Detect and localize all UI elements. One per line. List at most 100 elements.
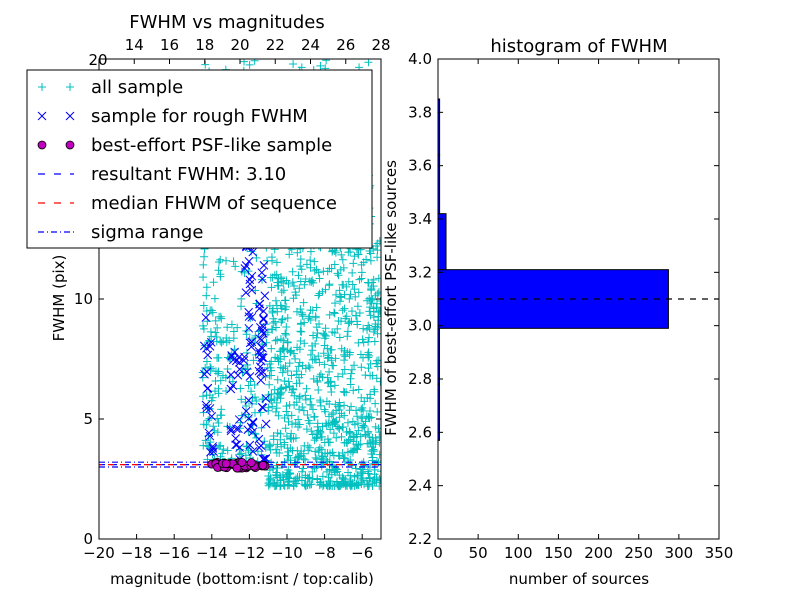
rough-sample-point: [261, 394, 271, 403]
all-sample-point: [369, 282, 378, 291]
all-sample-point: [283, 451, 292, 460]
rough-sample-point: [226, 370, 236, 380]
rough-sample-point: [248, 247, 258, 257]
legend: all sample sample for rough FWHM best-effo…: [26, 69, 373, 249]
all-sample-point: [372, 478, 381, 487]
rough-sample-point: [254, 347, 264, 356]
all-sample-point: [374, 274, 381, 283]
all-sample-point: [339, 453, 348, 462]
all-sample-point: [356, 439, 365, 448]
all-sample-point: [283, 314, 292, 323]
all-sample-point: [353, 471, 362, 480]
all-sample-point: [322, 480, 331, 489]
all-sample-point: [357, 393, 366, 402]
all-sample-point: [297, 308, 306, 317]
all-sample-point: [305, 312, 314, 321]
all-sample-point: [340, 401, 349, 410]
rough-sample-point: [235, 364, 244, 374]
all-sample-point: [364, 337, 373, 346]
all-sample-point: [363, 296, 372, 305]
all-sample-point: [289, 294, 298, 303]
all-sample-point: [350, 252, 359, 261]
all-sample-point: [201, 60, 210, 69]
all-sample-point: [369, 445, 378, 454]
all-sample-point: [250, 59, 259, 65]
rough-sample-point: [240, 352, 249, 362]
all-sample-point: [329, 361, 338, 370]
all-sample-point: [335, 286, 344, 295]
rough-sample-point: [231, 424, 241, 434]
all-sample-point: [312, 303, 321, 312]
all-sample-point: [352, 406, 361, 415]
all-sample-point: [366, 390, 375, 399]
all-sample-point: [328, 482, 337, 491]
psf-sample-point: [237, 457, 247, 467]
all-sample-point: [348, 268, 357, 277]
all-sample-point: [307, 480, 316, 489]
all-sample-point: [202, 357, 211, 366]
all-sample-point: [334, 271, 343, 280]
all-sample-point: [308, 341, 317, 350]
rough-sample-point: [260, 291, 270, 301]
all-sample-point: [276, 347, 285, 356]
all-sample-point: [365, 333, 374, 342]
all-sample-point: [344, 277, 353, 286]
all-sample-point: [350, 361, 359, 370]
all-sample-point: [318, 472, 327, 481]
all-sample-point: [313, 376, 322, 385]
all-sample-point: [212, 332, 221, 341]
all-sample-point: [281, 424, 290, 433]
histogram-ticks: 0 50 100 150 200 250 300 350 2.2 2.4 2.6 2.8 3.0 3.2 3…: [408, 50, 733, 562]
all-sample-point: [313, 329, 322, 338]
all-sample-point: [318, 422, 327, 431]
all-sample-point: [295, 392, 304, 401]
all-sample-point: [329, 451, 338, 460]
all-sample-point: [218, 449, 227, 458]
all-sample-point: [351, 292, 360, 301]
all-sample-point: [295, 284, 304, 293]
all-sample-point: [267, 253, 276, 262]
all-sample-point: [350, 420, 359, 429]
all-sample-point: [303, 473, 312, 482]
all-sample-point: [284, 377, 293, 386]
all-sample-point: [342, 312, 351, 321]
all-sample-point: [282, 323, 291, 332]
all-sample-point: [342, 388, 351, 397]
all-sample-point: [357, 413, 366, 422]
all-sample-point: [305, 419, 314, 428]
all-sample-point: [296, 277, 305, 286]
all-sample-point: [307, 427, 316, 436]
all-sample-point: [268, 464, 277, 473]
rough-sample-point: [203, 350, 213, 360]
all-sample-point: [320, 405, 329, 414]
all-sample-point: [284, 447, 293, 456]
all-sample-point: [290, 282, 299, 291]
rough-sample-point: [233, 370, 243, 380]
all-sample-point: [306, 263, 315, 272]
all-sample-point: [301, 455, 310, 464]
all-sample-point: [213, 414, 222, 423]
all-sample-point: [339, 475, 348, 484]
all-sample-point: [266, 363, 275, 372]
all-sample-point: [323, 344, 332, 353]
all-sample-point: [208, 308, 217, 317]
all-sample-point: [322, 59, 331, 65]
histogram-y-tick-label: 4.0: [408, 50, 432, 68]
all-sample-point: [266, 445, 275, 454]
all-sample-point: [343, 418, 352, 427]
all-sample-point: [281, 362, 290, 371]
all-sample-point: [282, 383, 291, 392]
all-sample-point: [335, 398, 344, 407]
all-sample-point: [303, 441, 312, 450]
all-sample-point: [306, 350, 315, 359]
legend-label: best-effort PSF-like sample: [91, 135, 332, 156]
all-sample-point: [243, 360, 252, 369]
all-sample-point: [343, 327, 352, 336]
all-sample-point: [331, 299, 340, 308]
all-sample-point: [349, 386, 358, 395]
all-sample-point: [375, 307, 381, 316]
all-sample-point: [298, 467, 307, 476]
rough-sample-point: [204, 428, 214, 438]
all-sample-point: [293, 248, 302, 257]
all-sample-point: [199, 260, 208, 269]
